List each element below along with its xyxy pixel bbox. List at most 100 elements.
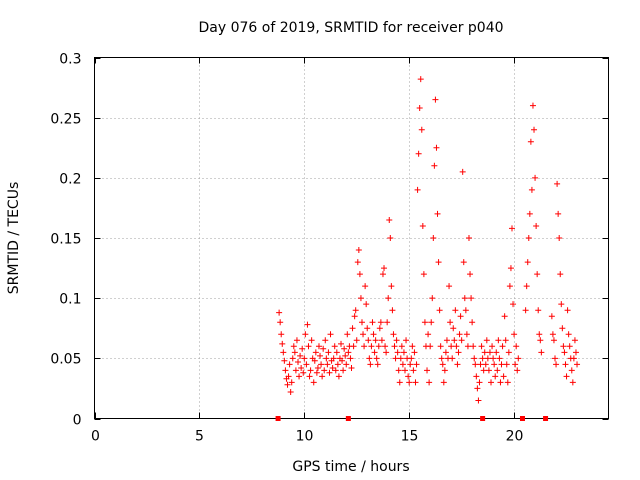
y-tick-label: 0.15 [50, 232, 81, 248]
gap-marker [519, 416, 525, 421]
data-point [288, 379, 295, 386]
data-point [436, 307, 443, 314]
data-point [560, 343, 567, 350]
data-point [554, 180, 561, 187]
data-point [533, 222, 540, 229]
data-point [417, 76, 424, 83]
data-point [461, 295, 468, 302]
data-point [358, 319, 365, 326]
data-point [304, 321, 311, 328]
gap-marker [480, 416, 486, 421]
data-point [330, 355, 337, 362]
data-point [342, 352, 349, 359]
data-point [276, 309, 283, 316]
data-point [447, 319, 454, 326]
data-point [287, 389, 294, 396]
data-point [312, 349, 319, 356]
data-point [333, 349, 340, 356]
data-point [363, 301, 370, 308]
data-point [572, 349, 579, 356]
data-point [412, 379, 419, 386]
data-point [446, 283, 453, 290]
data-point [525, 235, 532, 241]
data-point [506, 283, 513, 290]
data-point [364, 325, 371, 332]
data-point [415, 150, 422, 157]
data-point [367, 361, 374, 368]
data-point [282, 367, 289, 374]
data-point [526, 210, 533, 217]
data-point [278, 331, 285, 338]
data-point [503, 361, 510, 368]
data-point [292, 367, 299, 374]
data-point [497, 379, 504, 386]
data-point [512, 361, 519, 368]
data-point [566, 343, 573, 350]
data-point [556, 235, 563, 241]
data-point [531, 126, 538, 133]
data-point [451, 337, 458, 344]
gap-markers [275, 416, 549, 421]
data-point [300, 369, 307, 376]
data-point [538, 349, 545, 356]
data-point [428, 319, 435, 326]
data-point [535, 307, 542, 314]
x-tick-labels: 0 5 10 15 20 [91, 429, 523, 445]
data-point [314, 364, 321, 371]
data-point [527, 138, 534, 145]
data-point [463, 331, 470, 338]
data-point [418, 126, 425, 133]
data-point [311, 357, 318, 364]
data-point [456, 331, 463, 338]
data-point [455, 349, 462, 356]
data-point [361, 343, 368, 350]
data-point [291, 349, 298, 356]
data-point [515, 355, 522, 362]
data-point [387, 235, 394, 241]
data-point [339, 357, 346, 364]
data-point [458, 337, 465, 344]
data-point [499, 343, 506, 350]
data-point [435, 259, 442, 266]
data-point [429, 295, 436, 302]
data-point [505, 349, 512, 356]
data-point [501, 313, 508, 320]
data-point [395, 367, 402, 374]
data-point [414, 186, 421, 193]
data-point [331, 343, 338, 350]
data-point [370, 331, 377, 338]
data-point [289, 355, 296, 362]
data-point [318, 361, 325, 368]
data-point [426, 379, 433, 386]
data-point [376, 325, 383, 332]
data-point [475, 397, 482, 404]
data-point [550, 337, 557, 344]
data-point [489, 343, 496, 350]
data-point [459, 168, 466, 175]
data-point [345, 349, 352, 356]
data-point [513, 343, 520, 350]
data-point [285, 373, 292, 380]
data-point [326, 369, 333, 376]
data-point [403, 337, 410, 344]
data-point [396, 379, 403, 386]
data-point [301, 355, 308, 362]
data-point [457, 313, 464, 320]
data-point [286, 361, 293, 368]
data-point [386, 216, 393, 223]
data-point [464, 343, 471, 350]
data-point [322, 337, 329, 344]
data-point [340, 367, 347, 374]
data-point [416, 105, 423, 112]
data-point [569, 379, 576, 386]
data-point [564, 307, 571, 314]
data-point [307, 367, 314, 374]
x-tick-label: 15 [401, 429, 419, 445]
data-point [438, 355, 445, 362]
data-point [486, 349, 493, 356]
data-point [558, 301, 565, 308]
data-point [549, 331, 556, 338]
data-point [500, 373, 507, 380]
data-point [408, 355, 415, 362]
data-point [465, 235, 472, 241]
